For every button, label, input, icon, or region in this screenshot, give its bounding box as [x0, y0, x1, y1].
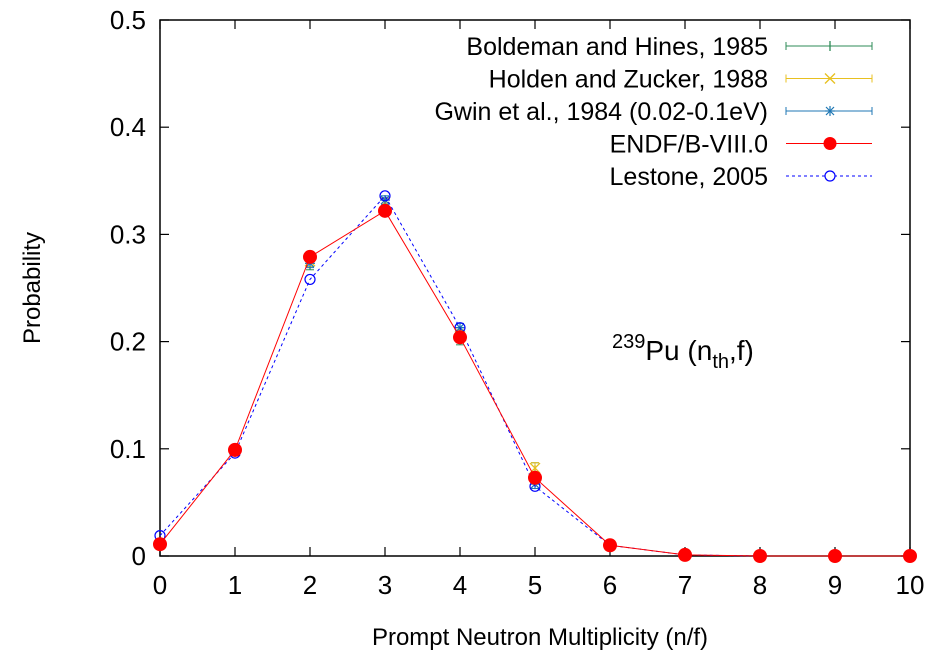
legend-swatch-marker [823, 137, 837, 150]
x-tick-label: 1 [228, 570, 242, 600]
legend-swatch-marker [824, 170, 836, 182]
legend-label: ENDF/B-VIII.0 [610, 131, 768, 159]
x-tick-label: 2 [303, 570, 317, 600]
data-point [228, 442, 242, 457]
y-tick-label: 0.5 [110, 5, 146, 35]
data-point [378, 203, 392, 218]
data-point [379, 190, 391, 202]
y-tick-label: 0.4 [110, 112, 146, 142]
x-tick-label: 9 [828, 570, 842, 600]
x-tick-label: 4 [453, 570, 467, 600]
y-tick-label: 0.1 [110, 434, 146, 464]
x-tick-label: 3 [378, 570, 392, 600]
legend: Boldeman and Hines, 1985 Holden and Zucke… [434, 33, 873, 191]
data-point [828, 549, 842, 563]
series-0 [156, 197, 836, 561]
annotation-tail: ,f) [729, 335, 754, 366]
data-point [753, 549, 767, 563]
annotation-main: Pu (n [645, 335, 712, 366]
series-4 [154, 190, 841, 562]
x-axis: 0 1 2 3 4 5 6 7 8 9 10 [153, 20, 925, 600]
x-tick-label: 5 [528, 570, 542, 600]
y-tick-label: 0 [132, 541, 146, 571]
data-point [304, 273, 316, 286]
data-point [528, 470, 542, 485]
y-axis-label: Probability [19, 232, 46, 344]
x-axis-label: Prompt Neutron Multiplicity (n/f) [372, 624, 708, 651]
data-point [603, 538, 617, 553]
series-2 [155, 195, 840, 561]
annotation: 239Pu (nth,f) [612, 331, 754, 373]
data-point [678, 547, 692, 562]
series-line [159, 210, 910, 557]
legend-label: Boldeman and Hines, 1985 [466, 33, 768, 61]
legend-label: Gwin et al., 1984 (0.02-0.1eV) [434, 98, 768, 126]
data-point [303, 249, 317, 264]
y-tick-label: 0.2 [110, 327, 146, 357]
y-tick-label: 0.3 [110, 219, 146, 249]
legend-label: Holden and Zucker, 1988 [489, 66, 768, 94]
legend-label: Lestone, 2005 [610, 163, 768, 191]
x-tick-label: 8 [753, 570, 767, 600]
data-point [453, 330, 467, 345]
data-point [380, 195, 390, 205]
x-tick-label: 7 [678, 570, 692, 600]
annotation-sup: 239 [612, 331, 645, 353]
series-3 [153, 203, 917, 563]
annotation-sub: th [712, 351, 729, 373]
data-point [903, 549, 917, 563]
y-axis: 0 0.1 0.2 0.3 0.4 0.5 [110, 5, 910, 571]
legend-swatch-marker [824, 73, 836, 84]
x-tick-label: 6 [603, 570, 617, 600]
series-1 [154, 196, 841, 562]
legend-swatch-marker [825, 106, 835, 116]
series-line [159, 194, 835, 557]
x-tick-label: 0 [153, 570, 167, 600]
data-point [153, 537, 167, 552]
x-tick-label: 10 [896, 570, 925, 600]
series-layer [153, 190, 917, 563]
